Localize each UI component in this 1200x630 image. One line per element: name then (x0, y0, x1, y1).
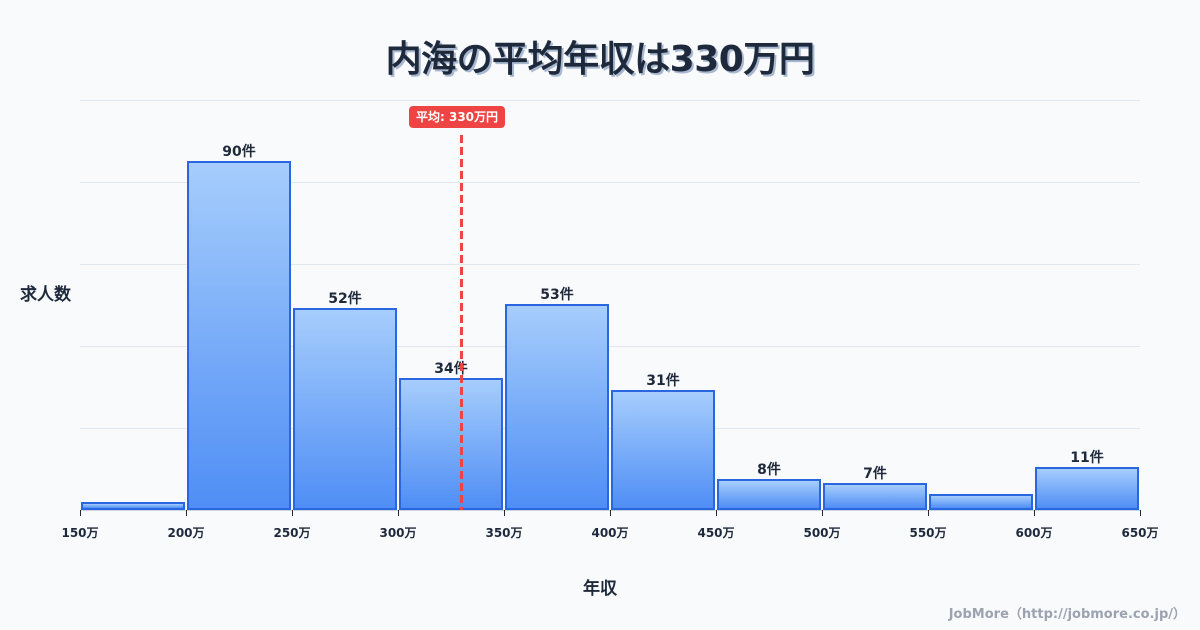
x-tick (1034, 510, 1035, 516)
bar-value-label: 11件 (1070, 450, 1104, 466)
x-axis-label: 年収 (583, 579, 617, 599)
x-tick (928, 510, 929, 516)
x-tick-label: 400万 (591, 526, 629, 540)
x-tick-label: 450万 (697, 526, 735, 540)
histogram-bar (611, 390, 715, 510)
histogram-bar (293, 308, 397, 510)
x-tick (822, 510, 823, 516)
gridline (80, 100, 1140, 101)
bar-value-label: 34件 (434, 361, 468, 377)
gridline (80, 264, 1140, 265)
histogram-bar (823, 483, 927, 510)
mean-badge: 平均: 330万円 (409, 106, 506, 128)
x-tick (80, 510, 81, 516)
x-tick (186, 510, 187, 516)
bar-value-label: 7件 (863, 466, 887, 482)
x-tick-label: 250万 (273, 526, 311, 540)
gridline (80, 346, 1140, 347)
histogram-bar (505, 304, 609, 510)
mean-line (460, 135, 463, 510)
x-tick-label: 550万 (909, 526, 947, 540)
chart-title: 内海の平均年収は330万円 (385, 39, 815, 80)
histogram-bar (717, 479, 821, 510)
bar-value-label: 52件 (328, 291, 362, 307)
x-tick-label: 200万 (167, 526, 205, 540)
y-axis-label: 求人数 (20, 285, 71, 305)
x-tick (398, 510, 399, 516)
source-credit: JobMore（http://jobmore.co.jp/） (948, 607, 1186, 622)
histogram-bar (187, 161, 291, 510)
x-tick-label: 500万 (803, 526, 841, 540)
gridline (80, 428, 1140, 429)
x-tick (504, 510, 505, 516)
x-tick (610, 510, 611, 516)
x-tick-label: 150万 (61, 526, 99, 540)
x-tick (716, 510, 717, 516)
x-tick-label: 650万 (1121, 526, 1159, 540)
histogram-bar (929, 494, 1033, 510)
gridline (80, 182, 1140, 183)
bar-value-label: 31件 (646, 373, 680, 389)
bar-value-label: 90件 (222, 144, 256, 160)
histogram-bar (81, 502, 185, 510)
x-tick (1140, 510, 1141, 516)
histogram-bar (1035, 467, 1139, 510)
x-tick-label: 300万 (379, 526, 417, 540)
bar-value-label: 53件 (540, 287, 574, 303)
x-tick (292, 510, 293, 516)
x-tick-label: 350万 (485, 526, 523, 540)
histogram-bar (399, 378, 503, 510)
bar-value-label: 8件 (757, 462, 781, 478)
x-tick-label: 600万 (1015, 526, 1053, 540)
